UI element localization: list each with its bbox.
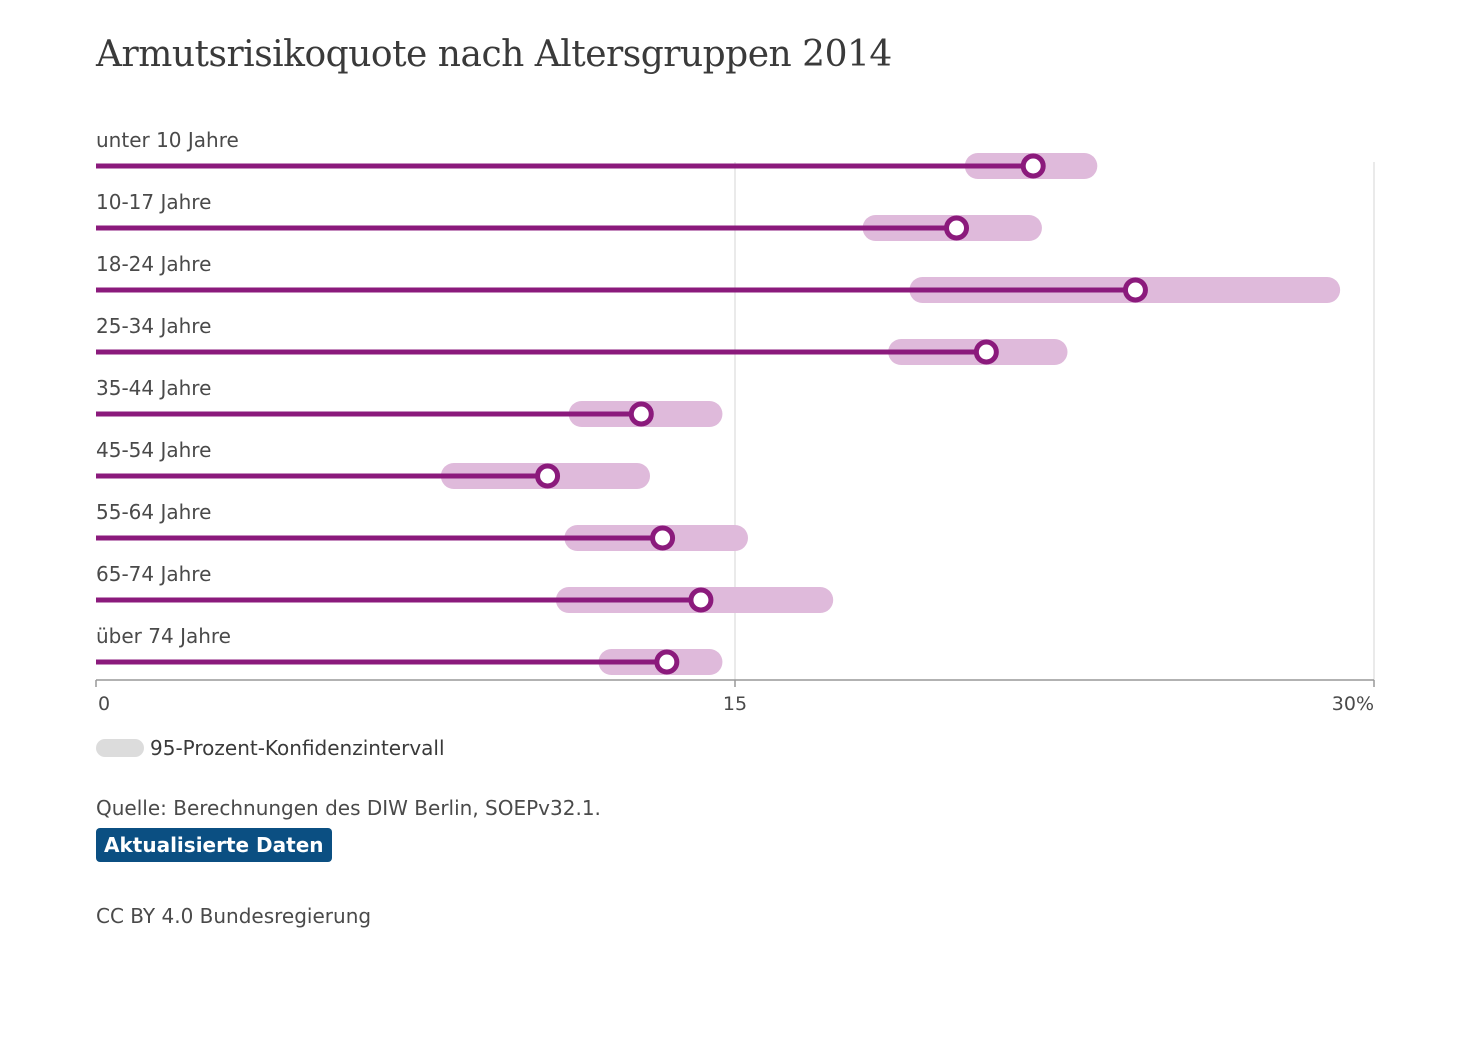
row-label: 18-24 Jahre bbox=[96, 252, 211, 276]
row-label: unter 10 Jahre bbox=[96, 128, 239, 152]
row-label: 45-54 Jahre bbox=[96, 438, 211, 462]
value-point bbox=[1122, 277, 1148, 303]
value-point bbox=[650, 525, 676, 551]
value-point bbox=[944, 215, 970, 241]
value-point bbox=[535, 463, 561, 489]
rows-layer: unter 10 Jahre 10-17 Jahre 18-24 Jahre 25-3… bbox=[96, 128, 1341, 675]
x-tick-label: 30% bbox=[1332, 693, 1374, 715]
license-note: CC BY 4.0 Bundesregierung bbox=[96, 904, 372, 928]
value-point bbox=[973, 339, 999, 365]
x-axis: 0 15 30% bbox=[95, 679, 1375, 715]
row-label: 35-44 Jahre bbox=[96, 376, 211, 400]
legend-swatch bbox=[96, 739, 144, 757]
row-label: 65-74 Jahre bbox=[96, 562, 211, 586]
value-point bbox=[654, 649, 680, 675]
row-label: 10-17 Jahre bbox=[96, 190, 211, 214]
x-tick-label: 0 bbox=[98, 693, 110, 715]
value-point bbox=[1020, 153, 1046, 179]
row-label: über 74 Jahre bbox=[96, 624, 231, 648]
updated-data-button[interactable]: Aktualisierte Daten bbox=[96, 828, 332, 862]
x-tick-label: 15 bbox=[723, 693, 747, 715]
value-point bbox=[628, 401, 654, 427]
source-note: Quelle: Berechnungen des DIW Berlin, SOE… bbox=[96, 796, 601, 820]
chart-title: Armutsrisikoquote nach Altersgruppen 201… bbox=[96, 34, 892, 75]
legend: 95-Prozent-Konfidenzintervall bbox=[96, 736, 445, 760]
chart-plot: unter 10 Jahre 10-17 Jahre 18-24 Jahre 25-3… bbox=[95, 128, 1375, 715]
row-label: 55-64 Jahre bbox=[96, 500, 211, 524]
value-point bbox=[688, 587, 714, 613]
legend-label: 95-Prozent-Konfidenzintervall bbox=[150, 736, 445, 760]
row-label: 25-34 Jahre bbox=[96, 314, 211, 338]
